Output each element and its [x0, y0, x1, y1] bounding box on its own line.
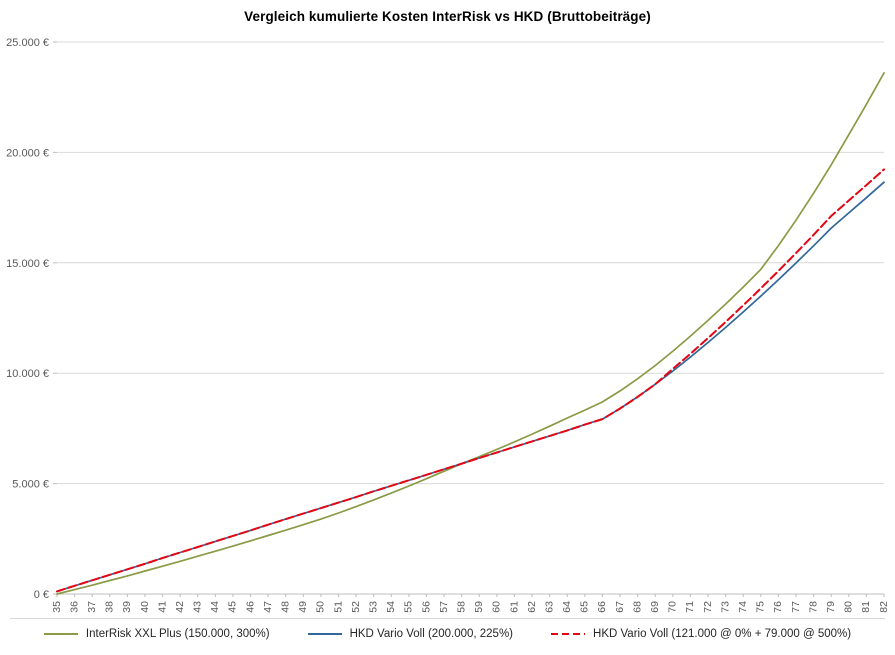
- x-tick-label: 47: [262, 601, 274, 613]
- x-tick-label: 38: [104, 601, 116, 613]
- x-tick-label: 66: [596, 601, 608, 613]
- x-tick-label: 79: [825, 601, 837, 613]
- x-tick-label: 56: [420, 601, 432, 613]
- x-tick-label: 80: [843, 601, 855, 613]
- y-tick-label: 0 €: [34, 589, 49, 601]
- x-tick-label: 40: [139, 601, 151, 613]
- x-tick-label: 78: [807, 601, 819, 613]
- x-tick-label: 72: [702, 601, 714, 613]
- legend-item-interrisk: InterRisk XXL Plus (150.000, 300%): [43, 628, 270, 640]
- legend-line-swatch-red: [551, 631, 586, 637]
- legend-label: InterRisk XXL Plus (150.000, 300%): [85, 628, 270, 640]
- x-tick-label: 59: [473, 601, 485, 613]
- legend-line-swatch-blue: [307, 631, 342, 637]
- x-tick-label: 35: [51, 601, 63, 613]
- x-tick-label: 50: [315, 601, 327, 613]
- x-tick-label: 75: [755, 601, 767, 613]
- x-tick-label: 51: [332, 601, 344, 613]
- x-tick-label: 74: [737, 601, 749, 613]
- x-tick-label: 49: [297, 601, 309, 613]
- x-tick-label: 71: [684, 601, 696, 613]
- x-tick-label: 69: [649, 601, 661, 613]
- legend-label: HKD Vario Voll (121.000 @ 0% + 79.000 @ …: [593, 628, 852, 640]
- x-tick-label: 81: [860, 601, 872, 613]
- chart-title: Vergleich kumulierte Kosten InterRisk vs…: [244, 9, 651, 24]
- y-tick-label: 15.000 €: [6, 258, 49, 270]
- x-tick-label: 37: [86, 601, 98, 613]
- legend-line-sample: [43, 633, 78, 635]
- x-tick-label: 41: [156, 601, 168, 613]
- x-tick-label: 48: [280, 601, 292, 613]
- x-tick-label: 58: [455, 601, 467, 613]
- x-tick-label: 39: [121, 601, 133, 613]
- x-tick-label: 68: [631, 601, 643, 613]
- y-tick-label: 20.000 €: [6, 147, 49, 159]
- legend-line-sample: [551, 633, 586, 635]
- y-tick-label: 10.000 €: [6, 368, 49, 380]
- x-tick-label: 63: [543, 601, 555, 613]
- x-tick-label: 36: [68, 601, 80, 613]
- x-tick-label: 73: [719, 601, 731, 613]
- legend-item-hkd-vario-split: HKD Vario Voll (121.000 @ 0% + 79.000 @ …: [551, 628, 851, 640]
- x-tick-label: 42: [174, 601, 186, 613]
- series-line-0: [56, 72, 885, 595]
- x-tick-label: 43: [192, 601, 204, 613]
- x-tick-label: 67: [614, 601, 626, 613]
- x-tick-label: 52: [350, 601, 362, 613]
- series-line-2: [56, 168, 885, 593]
- series-line-1: [56, 181, 885, 593]
- x-tick-label: 55: [403, 601, 415, 613]
- x-tick-label: 61: [508, 601, 520, 613]
- x-tick-label: 77: [790, 601, 802, 613]
- x-tick-label: 64: [561, 601, 573, 613]
- x-tick-label: 46: [244, 601, 256, 613]
- x-tick-label: 44: [209, 601, 221, 613]
- x-tick-label: 62: [526, 601, 538, 613]
- x-tick-label: 60: [491, 601, 503, 613]
- x-tick-label: 65: [579, 601, 591, 613]
- y-tick-label: 25.000 €: [6, 37, 49, 49]
- x-tick-label: 54: [385, 601, 397, 613]
- x-tick-label: 70: [667, 601, 679, 613]
- x-tick-label: 57: [438, 601, 450, 613]
- x-tick-label: 76: [772, 601, 784, 613]
- legend-item-hkd-vario: HKD Vario Voll (200.000, 225%): [307, 628, 514, 640]
- legend-line-sample: [307, 633, 342, 635]
- x-tick-label: 82: [878, 601, 890, 613]
- legend-line-swatch-green: [43, 631, 78, 637]
- chart-legend: InterRisk XXL Plus (150.000, 300%) HKD V…: [10, 618, 885, 640]
- x-tick-label: 45: [227, 601, 239, 613]
- legend-label: HKD Vario Voll (200.000, 225%): [349, 628, 514, 640]
- y-tick-label: 5.000 €: [12, 479, 49, 491]
- x-tick-label: 53: [368, 601, 380, 613]
